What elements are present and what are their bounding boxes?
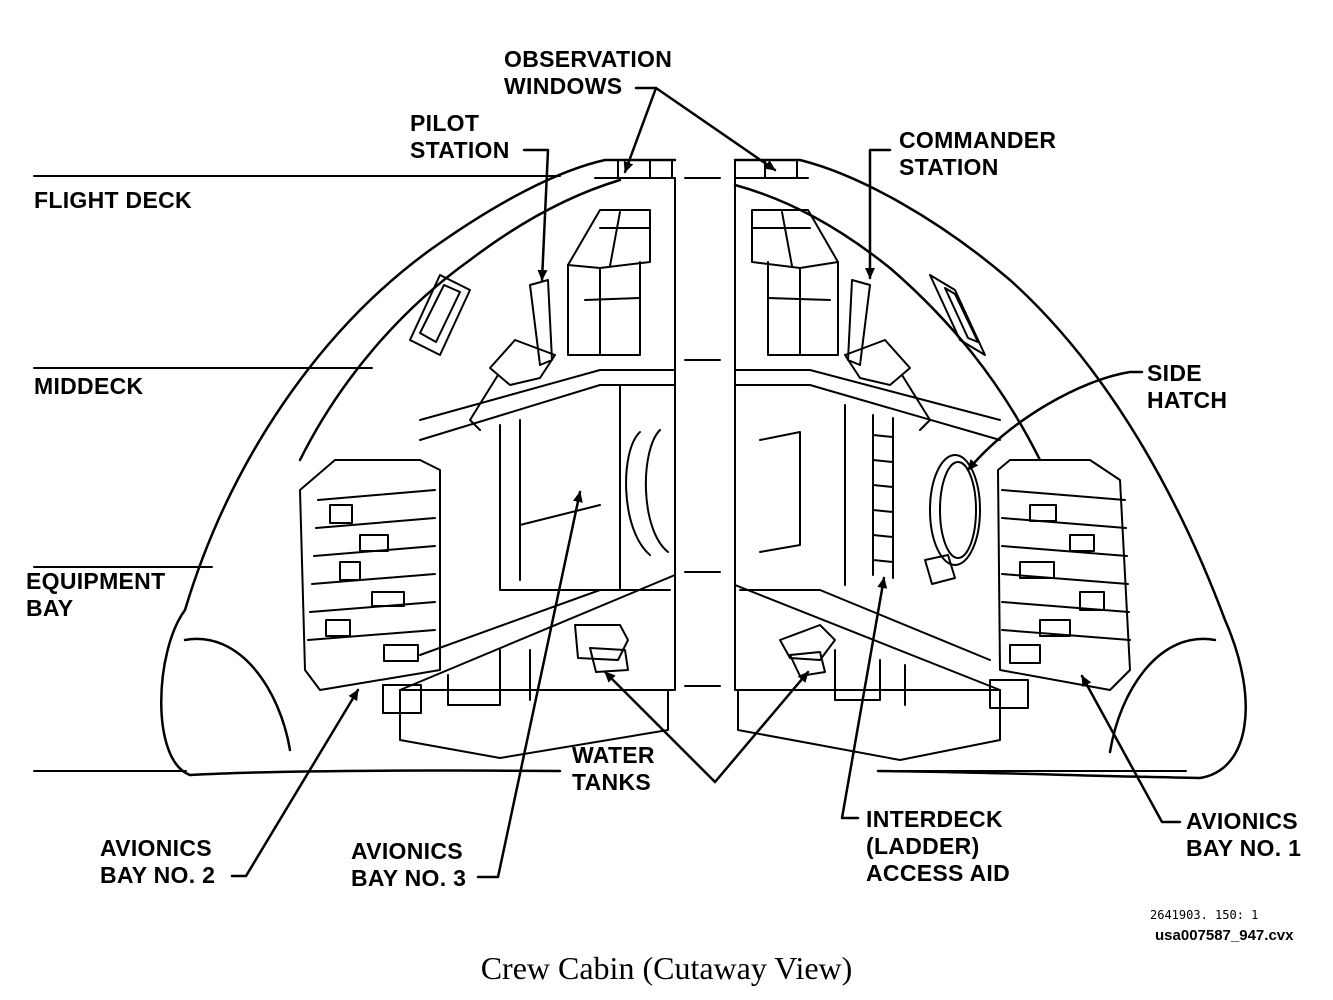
label-line: WATER — [572, 742, 655, 768]
label-flight-deck: FLIGHT DECK — [34, 187, 192, 213]
file-name: usa007587_947.cvx — [1155, 927, 1294, 944]
label-avionics-bay-1: AVIONICS BAY NO. 1 — [1186, 808, 1301, 862]
label-middeck: MIDDECK — [34, 373, 144, 399]
label-line: STATION — [899, 154, 999, 180]
label-line: BAY — [26, 595, 74, 621]
label-line: STATION — [410, 137, 510, 163]
label-line: AVIONICS — [100, 835, 212, 861]
label-line: WINDOWS — [504, 73, 623, 99]
label-equipment-bay: EQUIPMENT BAY — [26, 568, 165, 622]
label-line: (LADDER) — [866, 833, 980, 859]
label-line: SIDE — [1147, 360, 1202, 386]
label-water-tanks: WATER TANKS — [572, 742, 655, 796]
outer-hull — [160, 158, 1247, 780]
label-observation-windows: OBSERVATION WINDOWS — [504, 46, 672, 100]
left-cabin-section — [299, 159, 676, 759]
label-side-hatch: SIDE HATCH — [1147, 360, 1227, 414]
label-line: OBSERVATION — [504, 46, 673, 72]
leader-lines — [230, 86, 1182, 879]
label-line: HATCH — [1147, 387, 1228, 413]
label-line: PILOT — [410, 110, 480, 136]
label-line: EQUIPMENT — [26, 568, 166, 594]
label-line: AVIONICS — [351, 838, 463, 864]
label-avionics-bay-3: AVIONICS BAY NO. 3 — [351, 838, 466, 892]
right-cabin-section — [734, 159, 1131, 761]
label-line: BAY NO. 1 — [1186, 835, 1302, 861]
label-pilot-station: PILOT STATION — [410, 110, 510, 164]
label-interdeck-access-aid: INTERDECK (LADDER) ACCESS AID — [866, 806, 1010, 887]
label-commander-station: COMMANDER STATION — [899, 127, 1056, 181]
label-line: BAY NO. 3 — [351, 865, 467, 891]
split-markers — [684, 177, 721, 687]
label-line: ACCESS AID — [866, 860, 1010, 886]
label-line: COMMANDER — [899, 127, 1057, 153]
label-line: AVIONICS — [1186, 808, 1298, 834]
label-line: INTERDECK — [866, 806, 1003, 832]
label-line: BAY NO. 2 — [100, 862, 216, 888]
label-line: TANKS — [572, 769, 652, 795]
label-avionics-bay-2: AVIONICS BAY NO. 2 — [100, 835, 215, 889]
drawing-number: 2641903. 150: 1 — [1150, 908, 1259, 922]
figure-caption: Crew Cabin (Cutaway View) — [480, 950, 853, 986]
